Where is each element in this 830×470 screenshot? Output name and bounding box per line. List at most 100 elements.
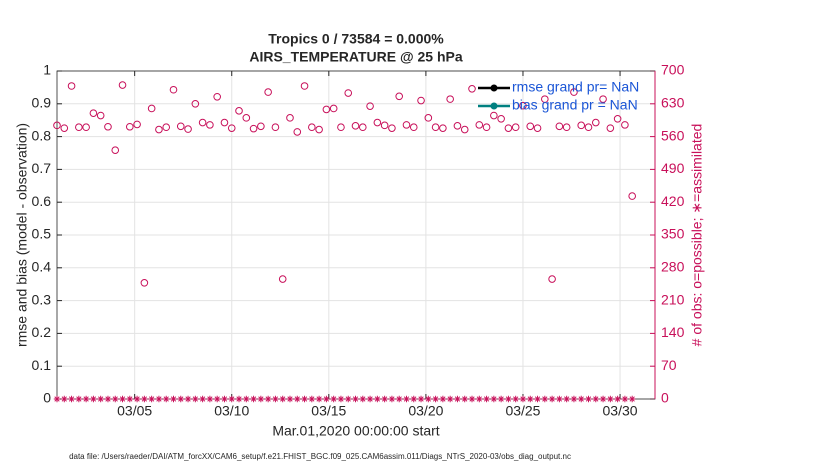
x-axis-label: Mar.01,2020 00:00:00 start [272,423,439,439]
possible-obs-marker [490,111,498,120]
y2-tick-label: 350 [661,226,685,242]
possible-obs-marker [351,122,360,130]
x-tick-label: 03/05 [117,403,152,419]
possible-obs-marker [577,121,586,130]
assimilated-obs-marker [607,395,614,403]
y-tick-label: 0.7 [32,160,52,176]
possible-obs-marker [315,125,323,134]
possible-obs-marker [562,123,571,132]
assimilated-obs-marker [315,395,323,403]
possible-obs-marker [133,120,141,129]
assimilated-obs-marker [388,395,396,403]
possible-obs-marker [329,104,338,113]
possible-obs-marker [584,123,593,132]
possible-obs-marker [53,121,61,130]
assimilated-obs-marker [439,395,447,403]
assimilated-obs-marker [599,395,607,403]
y-tick-label: 0.1 [32,357,52,373]
assimilated-obs-marker [68,395,75,403]
assimilated-obs-marker [206,395,214,403]
chart-title: Tropics 0 / 73584 = 0.000% [268,31,444,47]
possible-obs-marker [388,124,396,132]
possible-obs-marker [140,278,149,287]
possible-obs-marker [402,121,411,129]
y2-tick-label: 630 [661,95,685,111]
x-tick-label: 03/25 [505,403,540,419]
possible-obs-marker [293,128,302,136]
y-tick-label: 1 [43,62,51,78]
assimilated-obs-marker [53,395,61,403]
assimilated-obs-marker [112,395,119,403]
possible-obs-marker [198,118,207,127]
assimilated-obs-marker [352,395,359,403]
assimilated-obs-marker [126,395,134,403]
y2-tick-label: 0 [661,390,669,406]
assimilated-obs-marker [359,395,366,403]
possible-obs-marker [599,95,607,103]
possible-obs-marker [286,114,294,122]
assimilated-obs-marker [279,395,286,403]
assimilated-obs-marker [163,395,170,403]
y2-tick-label: 420 [661,193,685,209]
assimilated-obs-marker [468,395,476,403]
possible-obs-marker [395,92,403,101]
possible-obs-marker [96,111,105,120]
possible-obs-marker [417,96,425,105]
assimilated-obs-marker [133,395,141,403]
possible-obs-marker [468,85,476,93]
assimilated-obs-marker [614,395,621,403]
assimilated-obs-marker [417,395,425,403]
footnote: data file: /Users/raeder/DAI/ATM_forcXX/… [69,452,571,461]
assimilated-obs-marker [308,395,316,403]
assimilated-obs-marker [396,395,403,403]
possible-obs-marker [548,275,556,283]
assimilated-obs-marker [497,395,505,403]
x-tick-label: 03/10 [214,403,249,419]
assimilated-obs-marker [432,395,439,403]
assimilated-obs-marker [541,395,549,403]
assimilated-obs-marker [177,395,184,403]
assimilated-obs-marker [621,395,629,403]
assimilated-obs-marker [82,395,90,403]
assimilated-obs-marker [527,395,534,403]
possible-obs-marker [257,122,265,131]
possible-obs-marker [169,85,178,94]
assimilated-obs-marker [578,395,585,403]
possible-obs-marker [213,92,221,101]
assimilated-obs-marker [534,395,541,403]
x-tick-label: 03/15 [311,403,346,419]
assimilated-obs-marker [461,395,468,403]
y-tick-label: 0 [43,390,51,406]
possible-obs-marker [67,82,76,90]
assimilated-obs-marker [483,395,490,403]
y-tick-label: 0.3 [32,291,52,307]
assimilated-obs-marker [170,395,177,403]
legend-label: bias grand pr = NaN [512,97,638,113]
possible-obs-marker [380,121,389,130]
possible-obs-marker [497,114,505,123]
y-tick-label: 0.6 [32,193,52,209]
assimilated-obs-marker [75,395,83,403]
possible-obs-marker [227,124,236,132]
assimilated-obs-marker [381,395,388,403]
possible-obs-marker [278,275,287,283]
possible-obs-marker [533,124,542,132]
assimilated-obs-marker [148,395,155,403]
assimilated-obs-marker [243,395,250,403]
assimilated-obs-marker [286,395,294,403]
assimilated-obs-marker [366,395,374,403]
assimilated-obs-marker [512,395,519,403]
assimilated-obs-marker [374,395,381,403]
possible-obs-marker [300,82,309,90]
assimilated-obs-marker [213,395,221,403]
assimilated-obs-marker [221,395,228,403]
assimilated-obs-marker [272,395,279,403]
y2-tick-label: 210 [661,291,685,307]
possible-obs-marker [460,125,469,134]
legend-marker [490,102,498,110]
possible-obs-marker [591,118,600,127]
possible-obs-marker [264,88,272,96]
assimilated-obs-marker [250,395,257,403]
y-tick-label: 0.5 [32,226,52,242]
